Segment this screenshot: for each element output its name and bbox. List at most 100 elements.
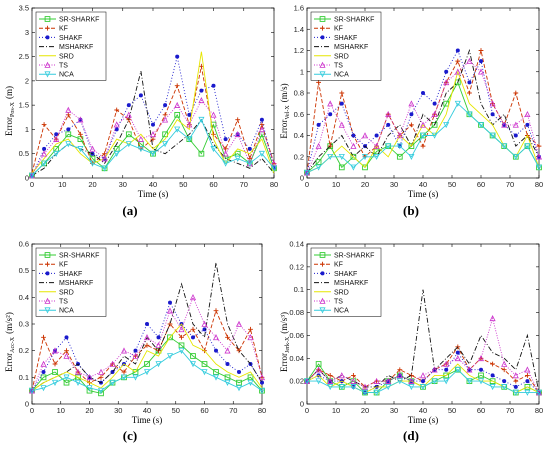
- marker-square: [478, 372, 484, 379]
- marker-dot: [513, 384, 518, 389]
- marker-triangle-down: [512, 153, 519, 161]
- series-nca: [303, 100, 543, 176]
- legend-label: MSHARKF: [334, 44, 368, 51]
- marker-triangle: [419, 121, 427, 128]
- marker-dot: [45, 271, 50, 276]
- y-tick-label: 0.14: [289, 240, 304, 249]
- marker-triangle-down: [270, 165, 278, 172]
- marker-dot: [168, 300, 172, 305]
- marker-plus: [320, 261, 325, 267]
- marker-triangle-down: [489, 132, 496, 139]
- legend-label: SHAKF: [59, 35, 82, 42]
- x-tick-label: 80: [535, 180, 543, 189]
- x-tick-label: 80: [535, 406, 543, 415]
- marker-dot: [386, 122, 391, 127]
- marker-square: [224, 374, 231, 381]
- marker-triangle-down: [315, 378, 322, 385]
- y-axis-title-sub: Pos-X: [10, 101, 16, 117]
- marker-plus: [64, 348, 69, 354]
- marker-triangle-down: [89, 160, 96, 167]
- y-tick-label: 0: [300, 400, 304, 409]
- series-srd: [31, 51, 275, 174]
- x-tick-label: 70: [506, 180, 514, 189]
- legend-label: MSHARKF: [334, 280, 368, 287]
- legend-label: NCA: [334, 308, 349, 315]
- marker-triangle: [319, 61, 326, 68]
- marker-triangle-down: [174, 126, 181, 133]
- marker-triangle-down: [319, 307, 326, 314]
- marker-triangle-down: [373, 153, 380, 161]
- marker-triangle: [189, 294, 197, 301]
- x-tick-label: 40: [419, 180, 427, 189]
- legend-label: SRD: [334, 289, 349, 296]
- marker-dot: [199, 88, 204, 93]
- marker-dot: [151, 122, 155, 127]
- marker-plus: [525, 373, 530, 378]
- marker-square: [524, 384, 531, 390]
- series-line: [31, 336, 263, 394]
- marker-dot: [175, 54, 180, 59]
- marker-dot: [525, 122, 530, 127]
- marker-triangle-down: [443, 122, 450, 129]
- marker-triangle-down: [162, 141, 169, 148]
- marker-square: [319, 16, 326, 22]
- panel-letter: (b): [403, 203, 419, 218]
- marker-triangle-down: [431, 378, 438, 385]
- marker-triangle-down: [74, 379, 82, 386]
- marker-triangle: [212, 334, 220, 341]
- marker-dot: [42, 146, 47, 151]
- marker-dot: [225, 362, 230, 366]
- marker-dot: [66, 127, 71, 132]
- y-tick-label: 0.02: [289, 377, 304, 386]
- marker-triangle: [186, 121, 193, 128]
- y-tick-label: 0.6: [19, 240, 29, 249]
- marker-dot: [41, 370, 46, 374]
- marker-plus: [320, 25, 325, 31]
- legend: SR-SHARKF KF SHAKF MSHARKF SRD TS NCA: [35, 11, 107, 81]
- legend-label: KF: [59, 26, 68, 33]
- marker-triangle-down: [65, 141, 72, 148]
- marker-dot: [444, 69, 449, 74]
- marker-dot: [54, 132, 59, 137]
- y-tick-label: 1: [25, 125, 29, 134]
- marker-triangle-down: [338, 153, 345, 161]
- marker-triangle-down: [501, 143, 508, 150]
- marker-triangle: [51, 347, 59, 354]
- x-tick-label: 10: [332, 180, 340, 189]
- x-tick-label: 20: [88, 180, 96, 189]
- y-axis-title: ErrorVel-X (m/s): [279, 83, 291, 138]
- marker-triangle: [63, 352, 70, 359]
- y-tick-label: 0.2: [19, 346, 29, 355]
- series-nca: [303, 366, 543, 396]
- marker-triangle: [327, 100, 334, 107]
- marker-triangle: [198, 96, 205, 104]
- marker-dot: [490, 373, 495, 378]
- marker-plus: [409, 373, 414, 378]
- y-tick-label: 0: [25, 174, 29, 183]
- marker-triangle-down: [125, 141, 132, 148]
- legend-label: SR-SHARKF: [334, 253, 374, 260]
- series-line: [31, 350, 263, 392]
- y-axis-title-sub: Vel-X: [285, 105, 291, 120]
- marker-triangle: [477, 68, 485, 75]
- marker-triangle-down: [51, 379, 59, 386]
- marker-triangle-down: [234, 155, 241, 162]
- marker-triangle: [137, 135, 144, 142]
- marker-triangle: [149, 130, 157, 138]
- marker-triangle: [234, 130, 241, 138]
- legend-label: SR-SHARKF: [59, 253, 99, 260]
- marker-triangle-down: [535, 164, 543, 171]
- legend-label: TS: [59, 299, 68, 306]
- marker-triangle-down: [97, 387, 105, 394]
- marker-square: [162, 131, 168, 138]
- marker-triangle-down: [408, 384, 415, 391]
- x-tick-label: 10: [57, 406, 65, 415]
- marker-triangle: [97, 368, 105, 375]
- x-tick-label: 60: [200, 406, 208, 415]
- marker-plus: [144, 342, 150, 348]
- y-axis-title-sub: Jerk-X: [285, 336, 291, 353]
- legend-label: NCA: [334, 72, 349, 79]
- marker-triangle-down: [132, 374, 139, 381]
- marker-triangle-down: [524, 143, 531, 150]
- x-tick-label: 30: [390, 180, 398, 189]
